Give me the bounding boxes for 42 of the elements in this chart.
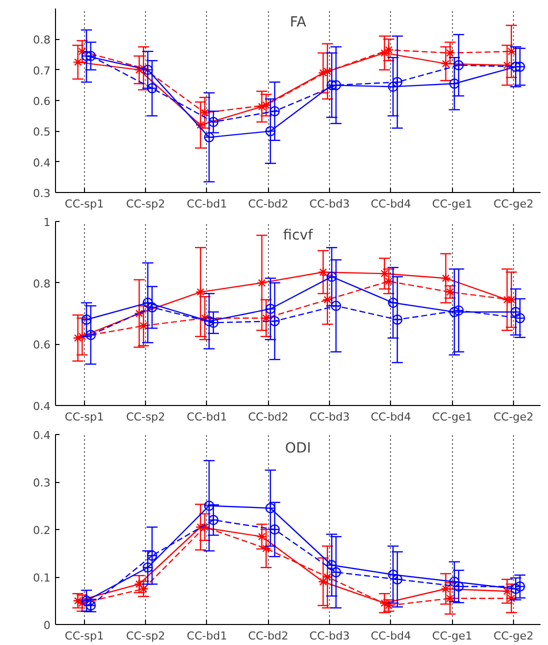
x-tick-label: CC-bd4 — [370, 410, 412, 424]
y-tick-label: 0.7 — [33, 64, 51, 78]
x-tick-label: CC-sp1 — [64, 630, 104, 642]
y-tick-label: 0.4 — [33, 429, 51, 442]
x-tick-label: CC-bd1 — [186, 630, 228, 642]
y-tick-label: 0.5 — [33, 126, 51, 139]
y-tick-label: 0.6 — [33, 95, 51, 108]
x-tick-label: CC-ge2 — [493, 410, 534, 424]
y-tick-label: 0.6 — [33, 338, 51, 352]
y-tick-label: 0.8 — [33, 277, 51, 290]
x-tick-label: CC-bd4 — [370, 198, 412, 210]
x-tick-label: CC-ge2 — [493, 630, 534, 642]
x-tick-label: CC-sp2 — [126, 198, 166, 210]
y-tick-label: 0.3 — [33, 476, 51, 490]
x-tick-label: CC-bd2 — [248, 410, 288, 424]
y-tick-label: 0.1 — [33, 572, 51, 584]
x-tick-label: CC-sp1 — [64, 198, 104, 210]
x-tick-label: CC-bd2 — [248, 198, 288, 210]
x-tick-label: CC-sp1 — [64, 410, 104, 424]
y-tick-label: 0.3 — [33, 187, 51, 200]
x-tick-label: CC-bd3 — [309, 630, 350, 642]
y-tick-label: 0.4 — [33, 156, 51, 170]
x-tick-label: CC-bd1 — [186, 198, 228, 210]
x-tick-label: CC-sp2 — [126, 410, 166, 424]
y-tick-label: 0 — [44, 619, 50, 632]
y-tick-label: 1 — [44, 216, 50, 229]
x-tick-label: CC-bd4 — [370, 630, 412, 642]
x-tick-label: CC-sp2 — [126, 630, 166, 642]
y-tick-label: 0.4 — [33, 400, 51, 413]
x-tick-label: CC-bd3 — [309, 198, 350, 210]
y-tick-label: 0.2 — [33, 524, 51, 537]
text: ficvf — [283, 228, 314, 244]
x-tick-label: CC-ge1 — [432, 198, 472, 210]
y-tick-label: 0.8 — [33, 34, 51, 47]
x-tick-label: CC-ge1 — [432, 410, 472, 424]
x-tick-label: CC-ge2 — [493, 198, 534, 210]
x-tick-label: CC-bd3 — [309, 410, 350, 424]
x-tick-label: CC-ge1 — [432, 630, 472, 642]
x-tick-label: CC-bd1 — [186, 410, 228, 424]
x-tick-label: CC-bd2 — [248, 630, 288, 642]
chart-title: FA — [290, 14, 307, 30]
chart-title: ODI — [285, 440, 311, 456]
